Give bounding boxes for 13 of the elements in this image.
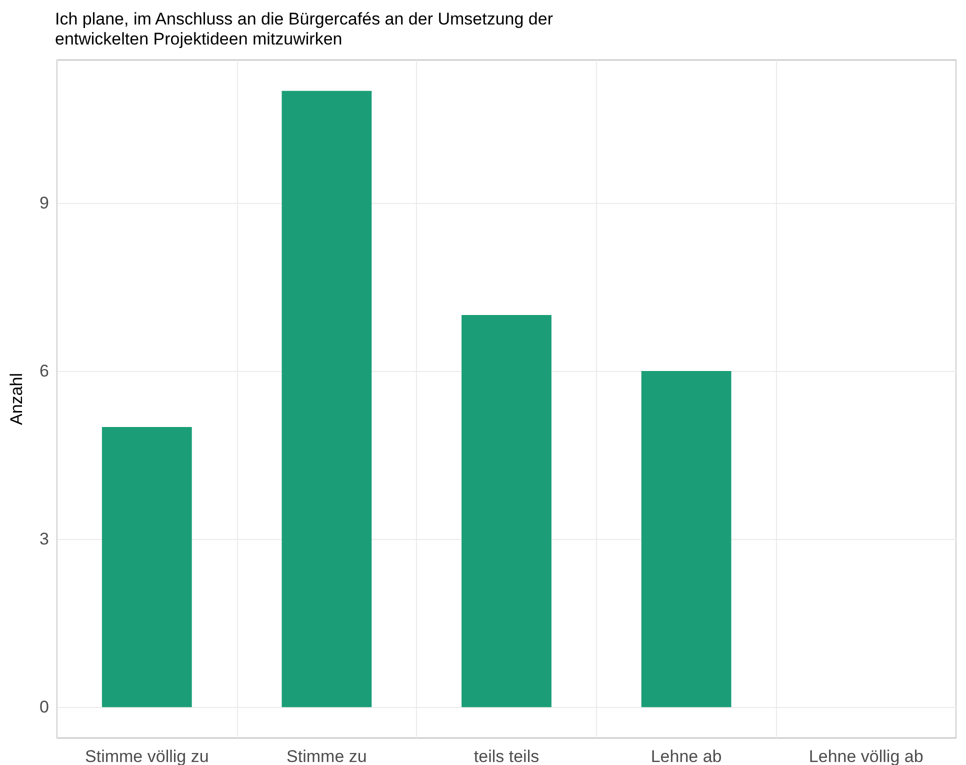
bar: [282, 90, 372, 708]
bar: [102, 427, 192, 708]
y-tick-label: 6: [40, 361, 49, 380]
chart-title: Ich plane, im Anschluss an die Bürgercafés an der Umsetzung der entwickelten Projektideen mitzuwirken: [55, 10, 558, 48]
x-tick-label: Lehne ab: [650, 747, 722, 765]
y-tick-label: 3: [40, 530, 49, 549]
y-tick-label: 0: [40, 698, 49, 717]
bar: [641, 370, 732, 708]
x-tick-label: teils teils: [474, 747, 540, 765]
x-tick-label: Stimme zu: [286, 747, 367, 765]
y-tick-label: 9: [40, 193, 49, 212]
bar: [462, 314, 552, 708]
y-axis-title: Anzahl: [7, 373, 26, 425]
